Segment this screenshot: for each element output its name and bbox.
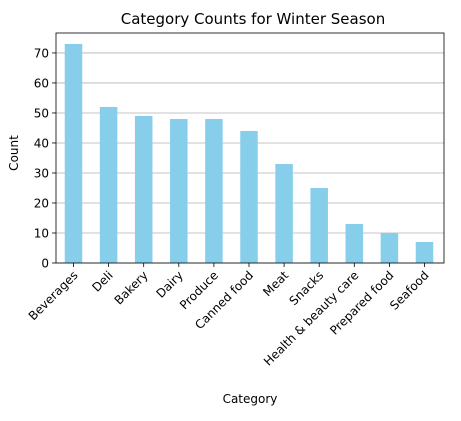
bar: [380, 232, 399, 263]
bars: [64, 43, 434, 264]
plot-frame: [55, 32, 445, 264]
x-tick-label: Deli: [89, 268, 115, 294]
bar: [134, 115, 153, 263]
x-tick-label: Beverages: [26, 268, 81, 323]
y-tick-label: 70: [34, 46, 49, 60]
bar: [205, 118, 223, 263]
bar: [240, 130, 258, 263]
bar: [275, 163, 293, 263]
y-axis-label: Count: [7, 135, 21, 171]
bar: [99, 106, 118, 263]
bar: [345, 223, 364, 263]
x-axis-label: Category: [223, 392, 278, 406]
y-tick-label: 50: [34, 106, 49, 120]
bar: [310, 187, 328, 263]
x-tick-label: Dairy: [153, 268, 186, 301]
y-tick-label: 60: [34, 76, 49, 90]
chart-title: Category Counts for Winter Season: [121, 10, 385, 28]
y-tick-label: 20: [34, 196, 49, 210]
y-tick-label: 40: [34, 136, 49, 150]
bar: [170, 118, 188, 263]
axes: [55, 32, 445, 264]
y-ticks: 0 10 20 30 40 50 60 70: [34, 46, 56, 271]
y-tick-label: 10: [34, 226, 49, 240]
y-tick-label: 30: [34, 166, 49, 180]
bar: [415, 241, 434, 263]
x-tick-label: Bakery: [112, 268, 151, 307]
y-tick-label: 0: [41, 257, 49, 271]
x-tick-label: Seafood: [387, 268, 431, 312]
x-tick-label: Meat: [260, 268, 291, 299]
bar: [64, 43, 83, 264]
